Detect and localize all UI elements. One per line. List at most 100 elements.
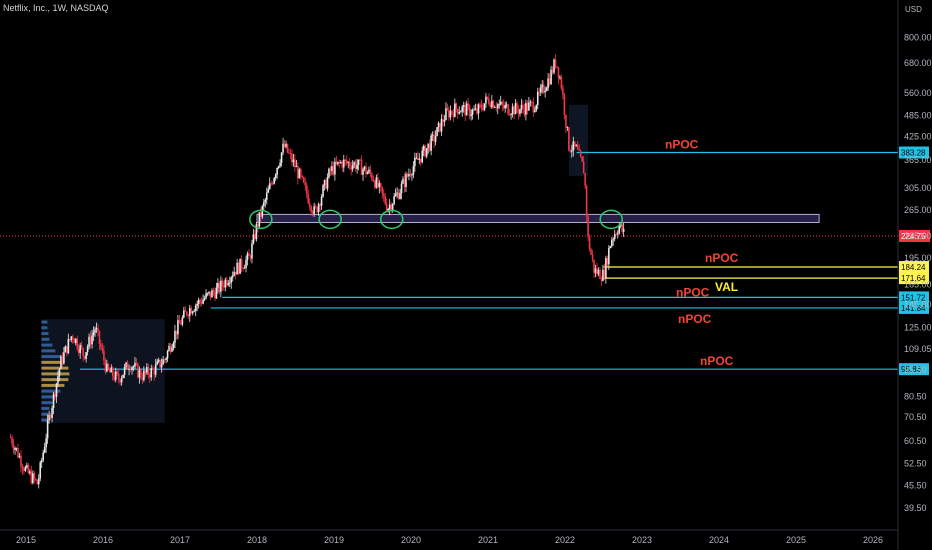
candle-body xyxy=(368,169,370,173)
candle-body xyxy=(77,348,80,353)
candle-body xyxy=(175,330,178,335)
candle-body xyxy=(602,269,604,281)
candle-body xyxy=(234,271,237,275)
candle-body xyxy=(609,246,612,249)
candle-body xyxy=(157,359,160,362)
candle-body xyxy=(529,101,532,103)
candle-body xyxy=(622,229,625,232)
candle-body xyxy=(409,173,412,176)
candle-body xyxy=(442,119,444,122)
candle-body xyxy=(144,370,147,373)
volume-profile-bar xyxy=(41,320,48,324)
candle-body xyxy=(621,224,623,232)
candle-body xyxy=(153,369,156,375)
candle-body xyxy=(418,158,421,160)
candle-body xyxy=(14,448,16,450)
candle-body xyxy=(513,106,515,115)
candle-body xyxy=(454,103,456,117)
level-annotation: nPOC xyxy=(676,285,710,299)
candle-body xyxy=(279,162,281,167)
candle-body xyxy=(79,345,81,353)
candle-body xyxy=(501,101,504,106)
level-price-badge xyxy=(899,272,929,285)
candle-body xyxy=(547,78,549,89)
candle-body xyxy=(605,258,607,278)
candle-body xyxy=(208,291,210,294)
candle-body xyxy=(9,437,12,439)
candle-body xyxy=(422,145,425,151)
candle-body xyxy=(519,109,521,114)
candle-body xyxy=(292,159,295,163)
candle-body xyxy=(400,183,403,194)
candle-body xyxy=(468,105,471,116)
candle-body xyxy=(456,108,459,114)
candle-body xyxy=(110,367,113,373)
candle-body xyxy=(297,165,299,179)
candle-body xyxy=(482,108,484,111)
candle-body xyxy=(86,346,89,353)
candle-body xyxy=(414,157,416,167)
candle-body xyxy=(98,330,101,344)
x-tick-label: 2018 xyxy=(247,535,267,545)
highlight-circle xyxy=(599,209,623,230)
highlight-circle xyxy=(318,209,342,230)
candle-body xyxy=(554,59,557,67)
candle-body xyxy=(517,109,520,114)
candle-body xyxy=(159,359,161,368)
candle-body xyxy=(21,466,24,469)
candle-body xyxy=(49,414,52,419)
candle-body xyxy=(61,356,64,364)
candle-body xyxy=(431,134,434,136)
candle-body xyxy=(71,336,74,339)
candle-body xyxy=(160,364,163,368)
candle-body xyxy=(550,69,552,85)
candle-body xyxy=(220,280,222,292)
candle-body xyxy=(492,100,495,108)
candle-body xyxy=(508,114,511,116)
candle-body xyxy=(545,88,548,91)
volume-profile-bar xyxy=(41,406,50,410)
candle-body xyxy=(119,379,121,383)
x-tick-label: 2016 xyxy=(93,535,113,545)
candle-body xyxy=(572,141,575,151)
candle-body xyxy=(267,189,270,193)
highlight-circle xyxy=(249,209,273,230)
candle-body xyxy=(24,467,27,471)
candle-body xyxy=(582,161,585,174)
candle-body xyxy=(575,145,578,147)
levels-layer: 383.28 184.24 171.64 151.72 141.84 95.86 224.7… xyxy=(0,146,930,376)
candle-body xyxy=(37,478,40,485)
level-annotation: nPOC xyxy=(705,251,739,265)
candle-body xyxy=(455,103,458,109)
candle-body xyxy=(63,352,65,364)
candle-body xyxy=(12,444,15,450)
candle-body xyxy=(243,267,246,269)
level-price-text: 95.86 xyxy=(901,365,922,374)
candle-body xyxy=(471,109,474,115)
y-tick-label: 195.00 xyxy=(904,253,932,263)
candle-body xyxy=(313,206,315,214)
x-tick-label: 2026 xyxy=(863,535,883,545)
candle-body xyxy=(107,363,110,370)
candle-body xyxy=(535,105,538,111)
candle-body xyxy=(148,374,151,378)
candle-body xyxy=(388,204,391,209)
candle-body xyxy=(271,183,274,185)
candle-body xyxy=(474,108,477,110)
candle-body xyxy=(448,109,450,118)
candle-body xyxy=(350,166,352,170)
candle-body xyxy=(305,185,308,195)
candle-body xyxy=(217,283,219,288)
level-price-text: 151.72 xyxy=(901,293,926,302)
candle-body xyxy=(186,311,188,316)
candle-body xyxy=(536,91,539,106)
level-annotation: nPOC xyxy=(665,138,699,152)
currency-label: USD xyxy=(905,5,922,14)
volume-profile-bar xyxy=(41,383,65,387)
level-price-text: 184.24 xyxy=(901,263,926,272)
candle-body xyxy=(461,106,464,112)
candle-body xyxy=(288,152,290,154)
candle-body xyxy=(548,78,551,85)
level-annotation: nPOC xyxy=(678,312,712,326)
